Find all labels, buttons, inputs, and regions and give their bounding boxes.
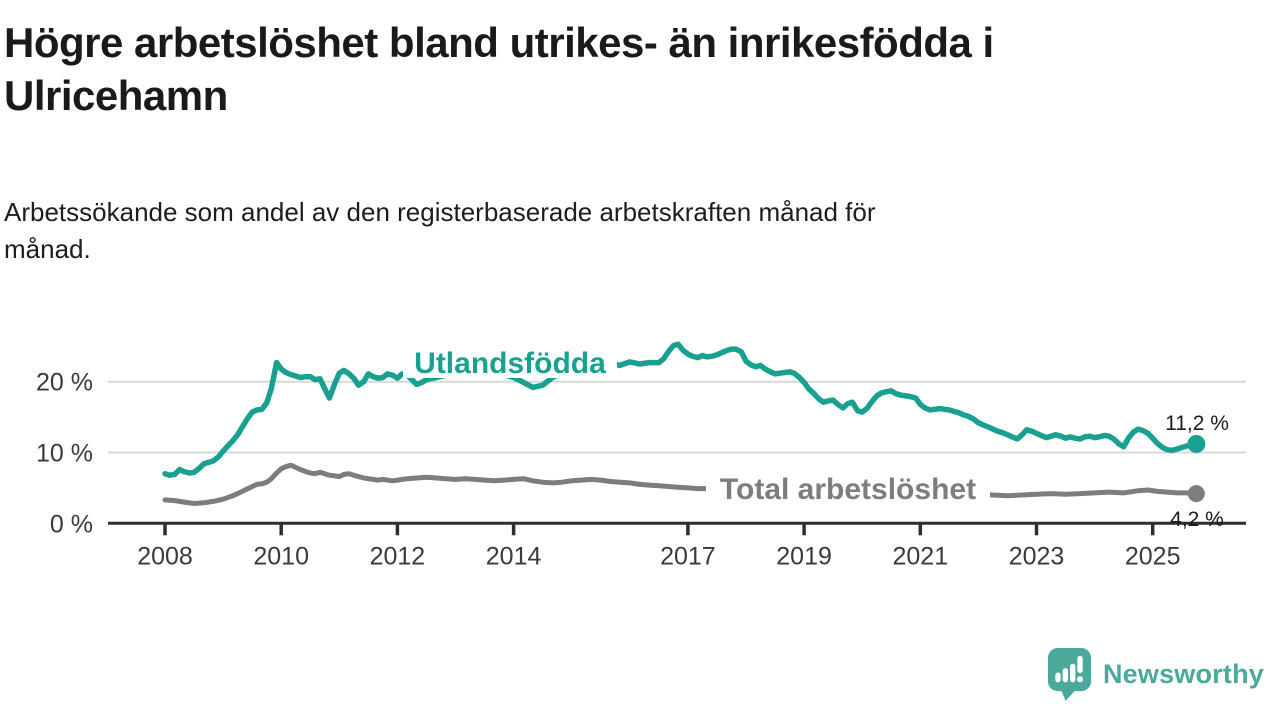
x-tick-label: 2012 [370,542,426,570]
end-dot [1187,485,1205,503]
end-dots [1187,435,1206,503]
y-tick-label: 20 % [36,369,93,397]
line-total-arbetsloshet [162,462,1199,506]
x-tick-label: 2023 [1009,542,1065,570]
x-tick-label: 2010 [253,542,309,570]
page-title: Högre arbetslöshet bland utrikes- än inr… [4,19,994,119]
newsworthy-logo-text: Newsworthy [1102,658,1264,689]
y-tick-label: 10 % [36,440,93,468]
y-tick-label: 0 % [50,510,93,538]
x-tick-label: 2014 [486,542,542,570]
series-label-utlandsfodda: Utlandsfödda [414,347,606,380]
page-subtitle: Arbetssökande som andel av den registerb… [4,197,876,264]
line-utlandsfodda [162,341,1200,478]
x-tick-label: 2008 [137,542,193,570]
x-tick-label: 2021 [892,542,948,570]
newsworthy-logo: Newsworthy [1046,646,1264,702]
end-dot [1187,435,1206,453]
x-tick-label: 2019 [776,542,832,570]
end-value-utlandsfodda: 11,2 % [1165,412,1229,435]
newsworthy-logo-icon [1047,648,1091,701]
x-axis: 2008 2010 2012 2014 2017 2019 2021 2023 2025 [108,521,1246,570]
series-label-total-arbetsloshet: Total arbetslöshet [720,473,976,506]
bar-chart-icon [1055,655,1084,683]
series-label-halo-utlandsfodda [403,347,617,378]
x-tick-label: 2017 [660,542,716,570]
series-label-halo-total [706,473,990,504]
gridlines: 0 % 10 % 20 % [36,369,1246,538]
x-tick-label: 2025 [1125,542,1181,570]
end-value-total-arbetsloshet: 4,2 % [1170,508,1224,531]
